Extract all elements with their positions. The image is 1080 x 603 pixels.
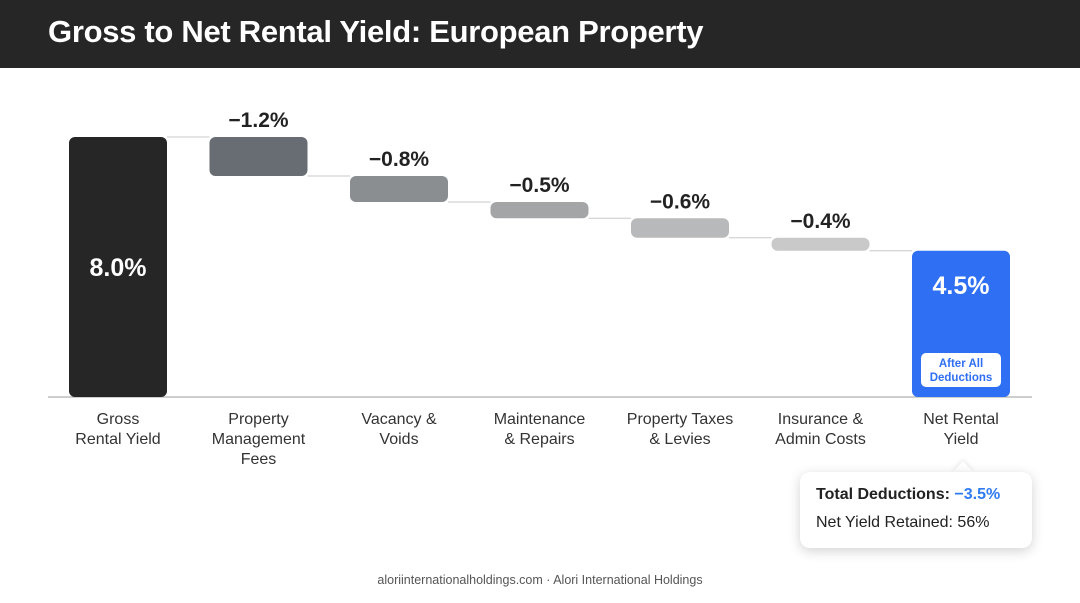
data-label: 8.0%	[90, 254, 147, 282]
data-label: −0.4%	[790, 210, 850, 233]
category-label: & Levies	[649, 431, 710, 448]
data-label: −0.8%	[369, 148, 429, 171]
bar-1	[209, 137, 308, 176]
header-bar: Gross to Net Rental Yield: European Prop…	[0, 0, 1080, 68]
category-label: Maintenance	[494, 411, 586, 428]
total-deductions-label: Total Deductions:	[816, 486, 950, 503]
footer-credit: aloriinternationalholdings.com · Alori I…	[377, 573, 703, 587]
category-label: Admin Costs	[775, 431, 866, 448]
category-label: Vacancy &	[361, 411, 437, 428]
category-label: Net Rental	[923, 411, 999, 428]
total-deductions-value: −3.5%	[954, 486, 1001, 503]
bar-3	[490, 202, 589, 219]
net-yield-retained: Net Yield Retained: 56%	[816, 514, 990, 531]
bar-0	[69, 137, 167, 397]
category-label: Fees	[241, 451, 277, 468]
data-label: 4.5%	[933, 272, 990, 300]
total-badge-text: After All	[939, 358, 983, 370]
total-badge	[921, 353, 1001, 387]
data-label: −0.5%	[509, 174, 569, 197]
category-label: Property	[228, 411, 288, 428]
total-deductions-line: Total Deductions: −3.5%	[816, 486, 1000, 504]
category-label: Yield	[944, 431, 979, 448]
data-label: −0.6%	[650, 190, 710, 213]
data-label: −1.2%	[228, 109, 288, 132]
category-label: Gross	[97, 411, 140, 428]
bar-5	[771, 237, 870, 251]
category-label: Voids	[379, 431, 418, 448]
category-label: Property Taxes	[627, 411, 733, 428]
bar-4	[631, 218, 729, 238]
category-label: Insurance &	[778, 411, 864, 428]
category-label: Management	[212, 431, 306, 448]
summary-callout: Total Deductions: −3.5% Net Yield Retain…	[800, 472, 1032, 548]
category-label: Rental Yield	[75, 431, 160, 448]
total-badge-text: Deductions	[930, 372, 993, 384]
category-label: & Repairs	[504, 431, 574, 448]
waterfall-chart: 8.0% Gross Rental Yield −1.2% Property Manage…	[48, 109, 1032, 468]
bar-2	[350, 176, 448, 202]
chart-title: Gross to Net Rental Yield: European Prop…	[48, 14, 704, 49]
summary-callout-pointer	[952, 461, 974, 473]
